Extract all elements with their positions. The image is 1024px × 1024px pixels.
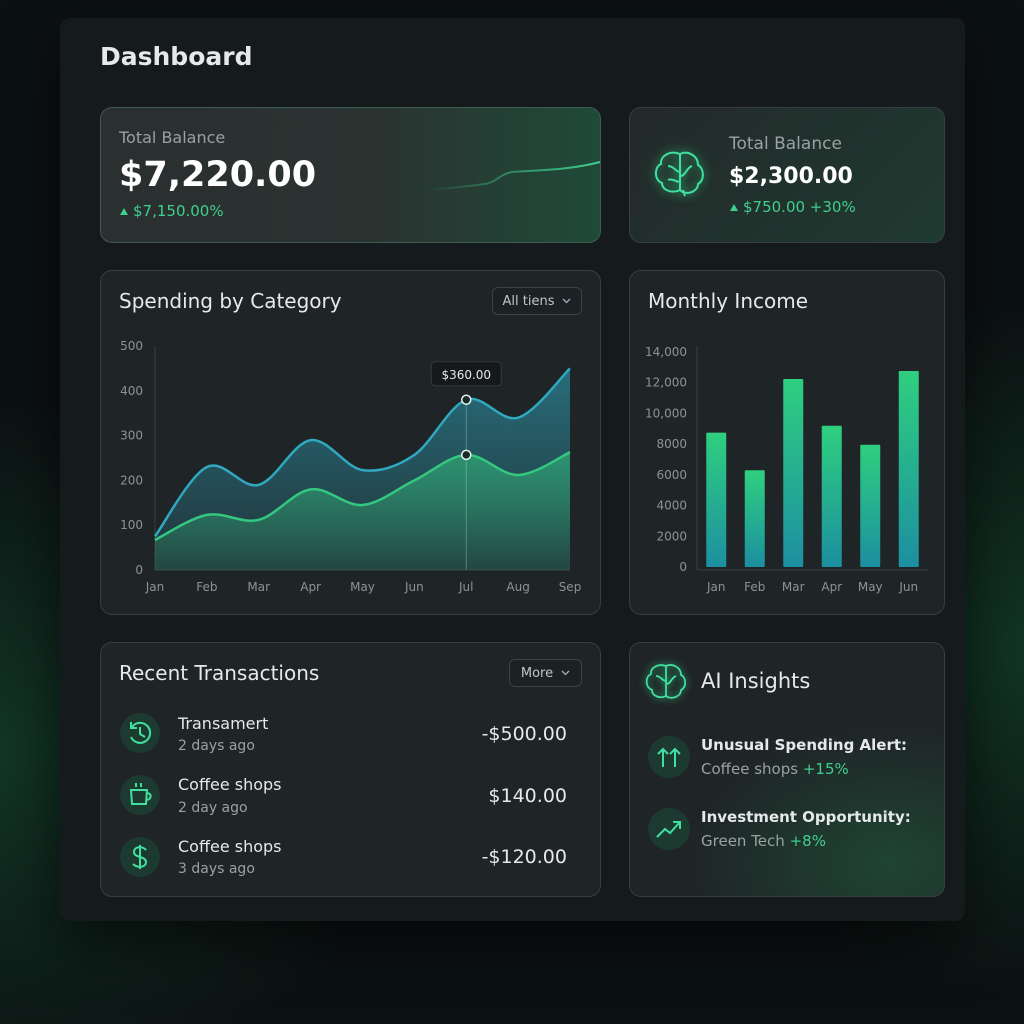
y-tick-label: 6000 [656, 468, 687, 482]
transaction-name: Transamert [178, 714, 269, 733]
up-triangle [120, 208, 128, 215]
hover-point [461, 394, 472, 406]
x-tick-label: May [858, 580, 883, 594]
insight-subject: Coffee shops [701, 760, 799, 778]
y-tick-label: 0 [679, 560, 687, 574]
trend-icon [648, 808, 690, 850]
y-tick-label: 300 [120, 429, 143, 443]
y-tick-label: 100 [120, 518, 143, 532]
dollar-icon [120, 837, 160, 877]
y-tick-label: 4000 [656, 499, 687, 513]
chevron [561, 670, 570, 676]
more-dropdown[interactable]: More [509, 659, 582, 687]
y-tick-label: 200 [120, 473, 143, 487]
transaction-time: 3 days ago [178, 861, 255, 877]
x-tick-label: Apr [300, 580, 321, 594]
cup-icon [120, 775, 160, 815]
insight-text: Green Tech +8% [701, 834, 826, 849]
x-tick-label: Mar [782, 580, 805, 594]
x-tick-label: Feb [196, 580, 217, 594]
bar [783, 379, 804, 567]
transaction-time: 2 day ago [178, 800, 248, 816]
y-tick-label: 2000 [656, 529, 687, 543]
balance-amount: $2,300.00 [729, 164, 853, 189]
card-title: Monthly Income [648, 289, 809, 313]
x-tick-label: Feb [744, 580, 765, 594]
bar [860, 444, 881, 567]
insight-text: Coffee shops +15% [701, 762, 849, 777]
bar [706, 432, 727, 567]
bar [898, 371, 919, 567]
line [153, 367, 571, 538]
brain-icon [654, 151, 704, 197]
area [155, 452, 570, 570]
arrows-icon [648, 736, 690, 778]
line [154, 451, 571, 542]
transaction-amount: -$500.00 [481, 723, 567, 745]
x-tick-label: Jan [706, 580, 726, 594]
insight-change: +8% [789, 832, 826, 850]
clock-icon [120, 713, 160, 753]
bar [744, 470, 765, 567]
x-tick-label: Aug [506, 580, 529, 594]
y-tick-label: 8000 [656, 437, 687, 451]
transaction-amount: $140.00 [488, 785, 567, 807]
x-tick-label: Apr [821, 580, 842, 594]
balance-label: Total Balance [729, 134, 842, 154]
sparkline [424, 161, 601, 191]
x-tick-label: Jun [898, 580, 918, 594]
balance-change: $750.00 +30% [743, 198, 856, 216]
brain-icon [645, 664, 687, 699]
balance-amount: $7,220.00 [119, 155, 317, 195]
insight-subject: Green Tech [701, 832, 785, 850]
hover-point [461, 449, 472, 461]
insight-title: Investment Opportunity: [701, 808, 911, 826]
dropdown-label: All tiens [502, 293, 555, 309]
y-tick-label: 400 [120, 384, 143, 398]
y-tick-label: 0 [135, 563, 143, 577]
filter-dropdown[interactable]: All tiens [492, 287, 582, 315]
insight-title: Unusual Spending Alert: [701, 736, 908, 754]
transaction-name: Coffee shops [178, 837, 282, 856]
transaction-name: Coffee shops [178, 775, 282, 794]
y-tick-label: 500 [120, 339, 143, 353]
chevron [563, 298, 571, 304]
x-tick-label: Sep [559, 580, 582, 594]
tooltip: $360.00 [441, 368, 491, 382]
x-tick-label: Jul [458, 580, 473, 594]
balance-card [100, 107, 601, 243]
balance-change: $7,150.00% [133, 202, 224, 220]
x-tick-label: Jun [404, 580, 424, 594]
balance-label: Total Balance [119, 128, 226, 147]
card-title: Spending by Category [119, 289, 342, 313]
y-tick-label: 10,000 [645, 406, 687, 420]
tooltip-box [430, 361, 502, 387]
x-tick-label: Mar [247, 580, 270, 594]
y-tick-label: 14,000 [645, 345, 687, 359]
card-title: AI Insights [701, 669, 811, 693]
card-title: Recent Transactions [119, 661, 320, 685]
x-tick-label: Jan [145, 580, 165, 594]
page-title: Dashboard [100, 42, 253, 71]
up-triangle [730, 204, 738, 211]
insight-change: +15% [802, 760, 849, 778]
y-tick-label: 12,000 [645, 376, 687, 390]
transaction-time: 2 days ago [178, 738, 255, 754]
x-tick-label: May [350, 580, 375, 594]
bar [821, 425, 842, 567]
transaction-amount: -$120.00 [481, 846, 567, 868]
dropdown-label: More [520, 665, 554, 681]
